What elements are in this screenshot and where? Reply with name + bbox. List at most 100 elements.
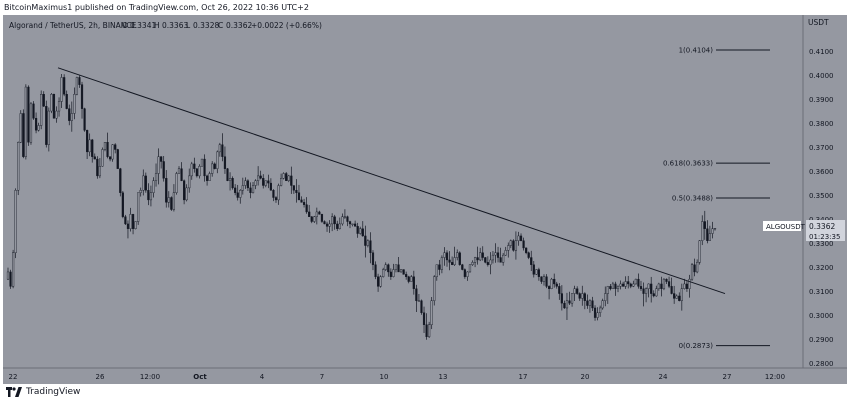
candle-body (170, 197, 173, 210)
currency-label: USDT (808, 18, 829, 27)
time-scale[interactable] (3, 368, 847, 384)
candle-body (384, 264, 387, 270)
candle-body (27, 86, 30, 143)
candle-body (366, 240, 369, 246)
candle-body (680, 288, 683, 301)
candle-body (374, 264, 377, 277)
candle-body (387, 264, 390, 273)
candle-body (98, 166, 101, 177)
candle-body (274, 197, 278, 201)
candle-body (267, 180, 270, 184)
candle-body (328, 223, 331, 227)
y-tick-label: 0.3600 (809, 168, 834, 176)
candle-body (673, 293, 676, 299)
candle-body (379, 276, 382, 287)
candle-body (341, 216, 344, 225)
x-tick-label: 12:00 (140, 373, 160, 381)
fib-level-label: 0.5(0.3488) (672, 194, 713, 202)
candle-body (208, 173, 211, 181)
candle-body (407, 276, 410, 282)
candle-body (269, 182, 272, 191)
candle-body (336, 223, 339, 229)
candle-body (624, 281, 627, 287)
candle-body (348, 221, 352, 225)
candle-body (433, 276, 436, 301)
candle-body (558, 286, 561, 294)
candle-body (657, 283, 660, 289)
candle-body (167, 197, 170, 203)
candle-body (690, 264, 694, 280)
candle-body (616, 286, 620, 289)
candle-body (157, 156, 160, 174)
candle-body (354, 223, 357, 227)
candle-body (254, 180, 257, 186)
candle-body (244, 180, 247, 186)
candle-body (9, 271, 12, 287)
y-tick-label: 0.3900 (809, 96, 834, 104)
candle-body (175, 173, 178, 193)
trendline-group[interactable] (57, 67, 726, 295)
candle-body (116, 149, 119, 169)
candle-body (239, 190, 242, 198)
candle-body (517, 235, 520, 241)
candle-body (627, 281, 630, 285)
candle-body (313, 216, 316, 222)
last-price-marker: ALGOUSDT 0.3362 01:23:35 (763, 220, 845, 241)
candle-body (320, 214, 324, 222)
candle-body (231, 178, 234, 189)
candle-body (698, 240, 701, 263)
candle-body (665, 278, 668, 282)
candle-body (121, 192, 124, 217)
price-scale[interactable] (803, 15, 847, 368)
candle-body (160, 156, 163, 162)
candle-body (152, 180, 155, 193)
candle-body (622, 283, 625, 287)
candle-body (183, 180, 186, 201)
candle-body (479, 252, 482, 261)
candle-body (542, 276, 546, 282)
candle-body (272, 190, 275, 198)
candle-body (129, 214, 132, 229)
candle-body (591, 300, 594, 309)
candle-body (471, 262, 474, 265)
candle-body (394, 264, 398, 270)
candle-body (422, 312, 426, 325)
candle-body (443, 252, 446, 258)
candle-body (634, 278, 637, 285)
x-tick-label: 20 (581, 373, 590, 381)
fib-level-label: 1(0.4104) (679, 47, 714, 55)
candle-body (639, 286, 643, 289)
candle-body (420, 300, 423, 313)
candle-body (63, 77, 66, 95)
candle-body (522, 240, 525, 249)
candle-body (346, 216, 349, 222)
last-price-value: 0.3362 (809, 222, 835, 231)
candle-body (555, 283, 558, 287)
candle-body (241, 185, 244, 191)
candle-body (696, 262, 699, 273)
candle-body (185, 187, 188, 201)
legend-h-value: 0.3363 (162, 21, 188, 30)
candle-body (376, 276, 380, 287)
candle-body (448, 259, 451, 263)
x-tick-label: 26 (96, 373, 105, 381)
fib-levels[interactable]: 1(0.4104) 0.618(0.3633) 0.5(0.3488) 0(0.287… (663, 47, 770, 351)
y-tick-label: 0.2800 (809, 360, 834, 368)
plot-area[interactable] (3, 15, 803, 368)
publisher-line: BitcoinMaximus1 published on TradingView… (4, 3, 309, 12)
candle-body (440, 257, 443, 270)
legend-o-label: O (122, 21, 128, 30)
candle-body (119, 168, 122, 193)
candle-body (425, 324, 428, 337)
candle-body (60, 77, 63, 102)
candle-body (14, 190, 17, 253)
candle-body (55, 110, 58, 119)
y-tick-label: 0.4000 (809, 72, 834, 80)
candle-body (481, 252, 484, 258)
x-tick-label: 10 (380, 373, 389, 381)
candle-body (647, 283, 650, 289)
trendline[interactable] (57, 67, 726, 295)
candle-body (264, 180, 267, 186)
candle-body (103, 142, 107, 150)
